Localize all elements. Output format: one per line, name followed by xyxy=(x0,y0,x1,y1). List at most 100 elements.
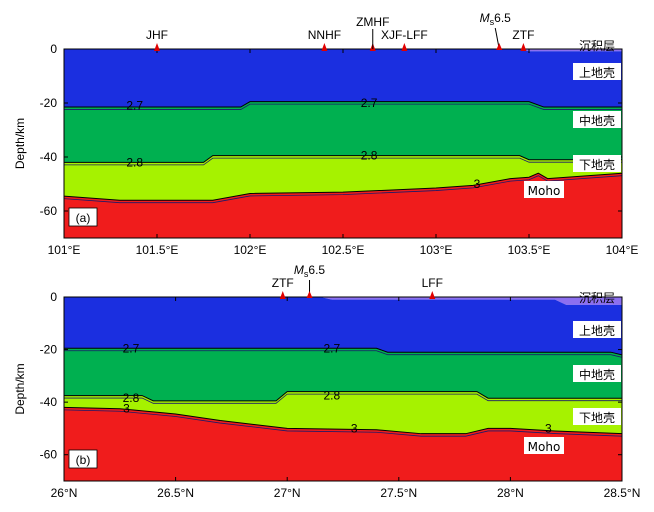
moho-line-secondary xyxy=(64,175,622,204)
panel-label-box xyxy=(68,207,98,227)
y-tick-label: -60 xyxy=(40,204,58,218)
moho-line xyxy=(64,406,622,435)
sediment-layer xyxy=(64,297,622,305)
x-tick-label: 104°E xyxy=(606,243,639,257)
fault-marker xyxy=(429,291,436,299)
mantle-layer xyxy=(64,173,622,238)
contour-value-label: 2.8 xyxy=(123,391,140,405)
contour-value-label: 2.7 xyxy=(123,341,140,355)
x-tick-label: 101.5°E xyxy=(136,243,179,257)
contour-value-label: 2.8 xyxy=(126,155,143,169)
contour-value-label: 3 xyxy=(474,177,481,191)
fault-marker xyxy=(154,43,160,51)
layer-name-box xyxy=(573,155,621,172)
y-tick-label: -20 xyxy=(40,96,58,110)
y-tick-label: -40 xyxy=(40,150,58,164)
event-label-m: M xyxy=(480,11,490,25)
layer-group xyxy=(64,297,622,481)
contour-value-label: 2.8 xyxy=(361,149,378,163)
cross-section-panel-b: 0 -20 -40 -60 26°N 26.5°N 27°N 27.5°N 28°N 28.5°N… xyxy=(13,263,640,500)
fault-label: NNHF xyxy=(308,28,341,42)
middle-crust-base-line xyxy=(64,155,622,163)
layer-name-box xyxy=(573,321,621,338)
x-tick-label: 101°E xyxy=(48,243,81,257)
panel-label: (a) xyxy=(76,211,91,225)
middle-crust-layer xyxy=(64,101,622,163)
x-tick-label: 102°E xyxy=(234,243,267,257)
fault-marker xyxy=(520,43,527,51)
fault-marker xyxy=(321,43,328,51)
upper-crust-base-line-secondary xyxy=(64,103,622,110)
moho-line xyxy=(64,172,622,201)
layer-name-box xyxy=(573,408,621,425)
x-tick-label: 26°N xyxy=(51,486,78,500)
layer-name-label: 下地壳 xyxy=(579,411,615,425)
event-marker xyxy=(306,291,313,298)
layer-name-label: 上地壳 xyxy=(579,324,615,338)
middle-crust-base-line-secondary xyxy=(64,393,622,404)
fault-marker xyxy=(401,43,408,51)
panel-label: (b) xyxy=(76,453,91,467)
layer-name-box xyxy=(573,111,621,128)
y-axis-label: Depth/km xyxy=(13,363,27,414)
layer-name-label: 中地壳 xyxy=(579,367,615,382)
plot-frame xyxy=(63,296,623,482)
upper-crust-layer xyxy=(64,49,622,108)
event-label: Ms6.5 xyxy=(480,11,512,27)
upper-crust-base-line-secondary xyxy=(64,350,622,358)
middle-crust-layer xyxy=(64,348,622,401)
contour-value-label: 2.7 xyxy=(126,99,143,113)
cross-section-panel-a: 0 -20 -40 -60 101°E 101.5°E 102°E 102.5°E 103°E 1… xyxy=(13,11,638,257)
y-tick-label: -60 xyxy=(40,448,58,462)
layer-name-label: Moho xyxy=(528,184,561,198)
event-marker xyxy=(496,43,503,50)
contour-value-label: 3 xyxy=(545,421,552,435)
layer-name-box xyxy=(524,181,564,198)
fault-marker xyxy=(279,291,286,299)
layer-name-label: 沉积层 xyxy=(579,291,615,305)
event-label-mag: 6.5 xyxy=(308,263,325,277)
x-tick-label: 103°E xyxy=(420,243,453,257)
layer-name-box xyxy=(573,365,621,382)
event-label-sub: s xyxy=(304,269,309,279)
layer-name-label: 下地壳 xyxy=(579,158,615,172)
x-tick-label: 26.5°N xyxy=(157,486,194,500)
contour-value-label: 3 xyxy=(123,402,130,416)
upper-crust-layer xyxy=(64,297,622,355)
y-tick-label: -20 xyxy=(40,343,58,357)
upper-crust-base-line xyxy=(64,347,622,356)
y-tick-label: 0 xyxy=(50,42,57,56)
x-tick-label: 27.5°N xyxy=(380,486,417,500)
middle-crust-base-line-secondary xyxy=(64,157,622,166)
event-label-mag: 6.5 xyxy=(494,11,511,25)
lower-crust-layer xyxy=(64,155,622,201)
x-tick-label: 102.5°E xyxy=(322,243,365,257)
middle-crust-base-line xyxy=(64,391,622,402)
contour-value-label: 2.7 xyxy=(323,341,340,355)
x-tick-label: 28°N xyxy=(497,486,524,500)
y-tick-label: -40 xyxy=(40,395,58,409)
contour-value-label: 3 xyxy=(351,421,358,435)
fault-label: ZTF xyxy=(512,28,534,42)
event-label: Ms6.5 xyxy=(294,263,326,279)
layer-name-label: 上地壳 xyxy=(579,66,615,80)
panel-label-box xyxy=(68,449,98,469)
layer-name-box xyxy=(573,63,621,80)
contour-value-label: 2.8 xyxy=(323,389,340,403)
fault-label: JHF xyxy=(146,28,168,42)
fault-label: LFF xyxy=(422,276,443,290)
layer-group xyxy=(64,49,622,238)
x-tick-label: 103.5°E xyxy=(508,243,551,257)
fault-label: ZTF xyxy=(272,276,294,290)
layer-name-label: Moho xyxy=(528,440,561,454)
x-tick-label: 28.5°N xyxy=(604,486,641,500)
lower-crust-layer xyxy=(64,391,622,434)
layer-name-label: 沉积层 xyxy=(579,39,615,53)
contour-value-label: 2.7 xyxy=(361,96,378,110)
moho-line-secondary xyxy=(64,409,622,437)
x-tick-label: 27°N xyxy=(274,486,301,500)
y-axis-label: Depth/km xyxy=(13,118,27,169)
fault-label: ZMHF xyxy=(356,15,389,29)
event-label-m: M xyxy=(294,263,304,277)
